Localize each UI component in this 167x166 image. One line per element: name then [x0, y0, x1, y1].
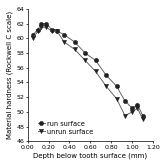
Line: run surface: run surface: [31, 22, 145, 118]
run surface: [136, 104, 138, 106]
unrun surface: [142, 118, 144, 120]
unrun surface: [37, 30, 39, 32]
run surface: [51, 29, 53, 31]
Y-axis label: Material hardness (Rockwell C scale): Material hardness (Rockwell C scale): [7, 11, 14, 139]
run surface: [40, 23, 42, 25]
unrun surface: [124, 115, 126, 117]
unrun surface: [131, 111, 133, 113]
run surface: [84, 52, 86, 54]
run surface: [63, 34, 65, 36]
run surface: [142, 115, 144, 117]
unrun surface: [116, 98, 118, 100]
run surface: [32, 34, 34, 36]
unrun surface: [136, 107, 138, 109]
run surface: [131, 107, 133, 109]
Line: unrun surface: unrun surface: [31, 25, 145, 121]
run surface: [56, 30, 58, 32]
unrun surface: [45, 26, 47, 28]
run surface: [124, 100, 126, 102]
run surface: [37, 29, 39, 31]
run surface: [95, 59, 97, 61]
unrun surface: [56, 30, 58, 32]
run surface: [116, 85, 118, 87]
unrun surface: [95, 70, 97, 72]
unrun surface: [74, 48, 76, 50]
X-axis label: Depth below tooth surface (mm): Depth below tooth surface (mm): [33, 153, 147, 159]
unrun surface: [32, 37, 34, 39]
unrun surface: [84, 59, 86, 61]
run surface: [45, 23, 47, 25]
unrun surface: [63, 41, 65, 43]
unrun surface: [51, 30, 53, 32]
unrun surface: [40, 26, 42, 28]
run surface: [74, 41, 76, 43]
run surface: [105, 74, 107, 76]
Legend: run surface, unrun surface: run surface, unrun surface: [37, 120, 94, 135]
unrun surface: [105, 85, 107, 87]
